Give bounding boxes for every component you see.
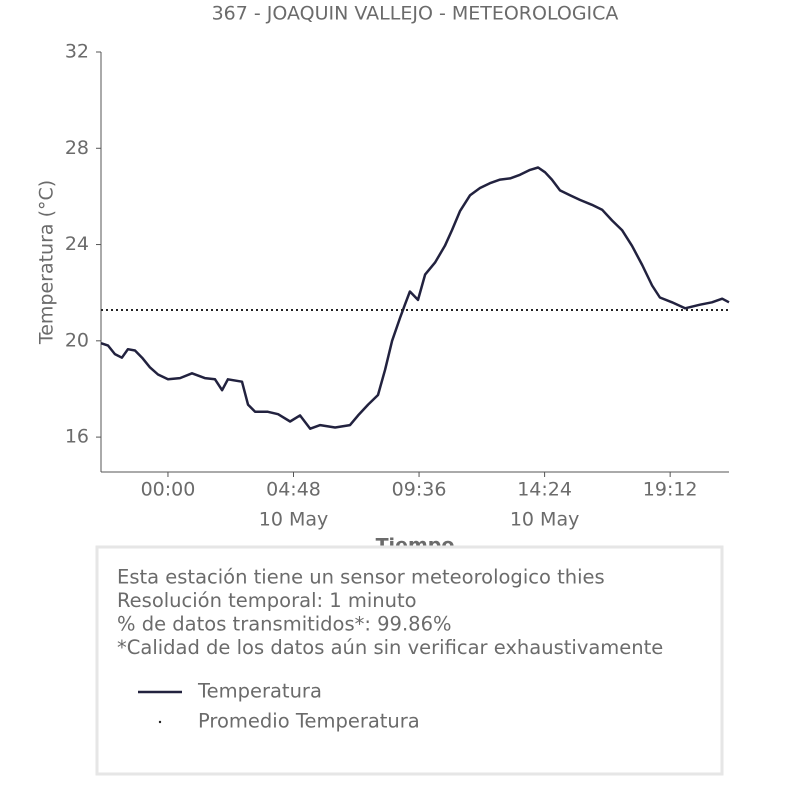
temperature-line <box>100 166 730 430</box>
x-tick-label: 04:48 <box>266 479 321 501</box>
y-tick-label: 24 <box>65 233 89 255</box>
info-text: % de datos transmitidos*: 99.86% <box>117 613 452 636</box>
x-tick-label: 09:36 <box>392 479 447 501</box>
chart-title: 367 - JOAQUIN VALLEJO - METEOROLOGICA <box>212 3 619 25</box>
info-text: *Calidad de los datos aún sin verificar … <box>117 636 663 659</box>
y-tick-label: 32 <box>65 41 89 63</box>
x-tick-label: 14:24 <box>517 479 572 501</box>
x-tick-sublabel: 10 May <box>259 509 329 531</box>
x-tick-sublabel: 10 May <box>510 509 580 531</box>
x-tick-label: 19:12 <box>643 479 698 501</box>
info-text: Esta estación tiene un sensor meteorolog… <box>117 566 605 589</box>
legend-label: Promedio Temperatura <box>198 710 420 733</box>
legend-swatch <box>158 720 162 724</box>
y-axis-label: Temperatura (°C) <box>36 180 58 345</box>
legend-box <box>95 545 724 776</box>
legend-label: Temperatura <box>197 680 322 703</box>
y-tick-label: 20 <box>65 329 89 351</box>
y-tick-label: 28 <box>65 137 89 159</box>
y-tick-label: 16 <box>65 426 89 448</box>
x-tick-label: 00:00 <box>141 479 196 501</box>
info-text: Resolución temporal: 1 minuto <box>117 589 417 612</box>
